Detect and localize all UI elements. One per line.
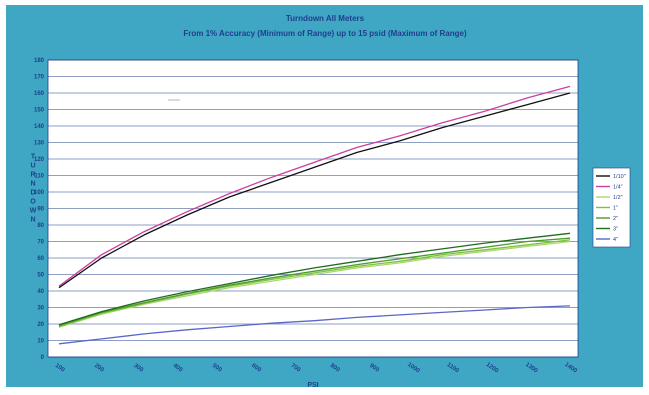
chart-title: Turndown All Meters	[286, 14, 365, 23]
legend-label: 2"	[613, 216, 618, 222]
y-tick-label: 20	[37, 322, 44, 328]
chart-subtitle: From 1% Accuracy (Minimum of Range) up t…	[183, 29, 467, 38]
y-tick-label: 30	[37, 306, 44, 312]
y-tick-label: 100	[34, 190, 45, 196]
legend: 1/10" 1/4" 1/2" 1" 2" 3" 4"	[596, 174, 626, 243]
legend-label: 4"	[613, 237, 618, 243]
y-axis-label-letter: N	[30, 217, 35, 224]
y-axis-label-letter: D	[30, 190, 35, 197]
y-tick-label: 160	[34, 91, 45, 97]
legend-label: 1/4"	[613, 185, 623, 191]
x-tick-label: 100	[54, 363, 66, 374]
series-line	[58, 237, 571, 327]
y-tick-labels: 0 10 20 30 40 50 60 70 80 90 100 110 120 130 140 150 160…	[34, 58, 45, 361]
y-axis-label-letter: R	[30, 172, 35, 179]
x-tick-label: 700	[290, 363, 302, 374]
series-line	[58, 85, 571, 287]
y-tick-label: 10	[37, 339, 44, 345]
y-tick-label: 140	[34, 124, 45, 130]
y-tick-label: 70	[37, 240, 44, 246]
series-line	[58, 92, 571, 289]
x-tick-label: 400	[172, 363, 184, 374]
x-axis-label: PSI	[307, 382, 318, 389]
y-tick-label: 60	[37, 256, 44, 262]
y-tick-label: 130	[34, 141, 45, 147]
series-line	[58, 232, 571, 326]
y-tick-label: 90	[37, 207, 44, 213]
y-axis-label-letter: W	[30, 208, 37, 215]
legend-label: 1/10"	[613, 174, 626, 180]
grid-group	[48, 59, 578, 358]
series-group	[58, 85, 571, 345]
y-tick-label: 180	[34, 58, 45, 64]
series-line	[58, 240, 571, 328]
series-line	[58, 239, 571, 328]
legend-label: 3"	[613, 227, 618, 233]
y-tick-label: 150	[34, 108, 45, 114]
y-tick-label: 120	[34, 157, 45, 163]
y-tick-label: 0	[41, 355, 45, 361]
y-tick-label: 170	[34, 75, 45, 81]
x-tick-label: 600	[250, 363, 262, 374]
x-tick-label: 900	[368, 363, 380, 374]
x-tick-label: 300	[132, 363, 144, 374]
y-axis-label-letter: T	[31, 154, 36, 161]
x-tick-label: 500	[211, 363, 223, 374]
y-axis-label-letter: U	[30, 163, 35, 170]
legend-label: 1/2"	[613, 195, 623, 201]
series-line	[58, 305, 571, 345]
y-axis-label-letter: N	[30, 181, 35, 188]
y-tick-label: 50	[37, 273, 44, 279]
y-tick-label: 40	[37, 289, 44, 295]
x-tick-label: 200	[93, 363, 105, 374]
y-tick-label: 80	[37, 223, 44, 229]
legend-label: 1"	[613, 206, 618, 212]
y-tick-label: 110	[34, 174, 44, 180]
y-axis-label-letter: O	[30, 199, 36, 206]
x-tick-label: 800	[329, 363, 341, 374]
